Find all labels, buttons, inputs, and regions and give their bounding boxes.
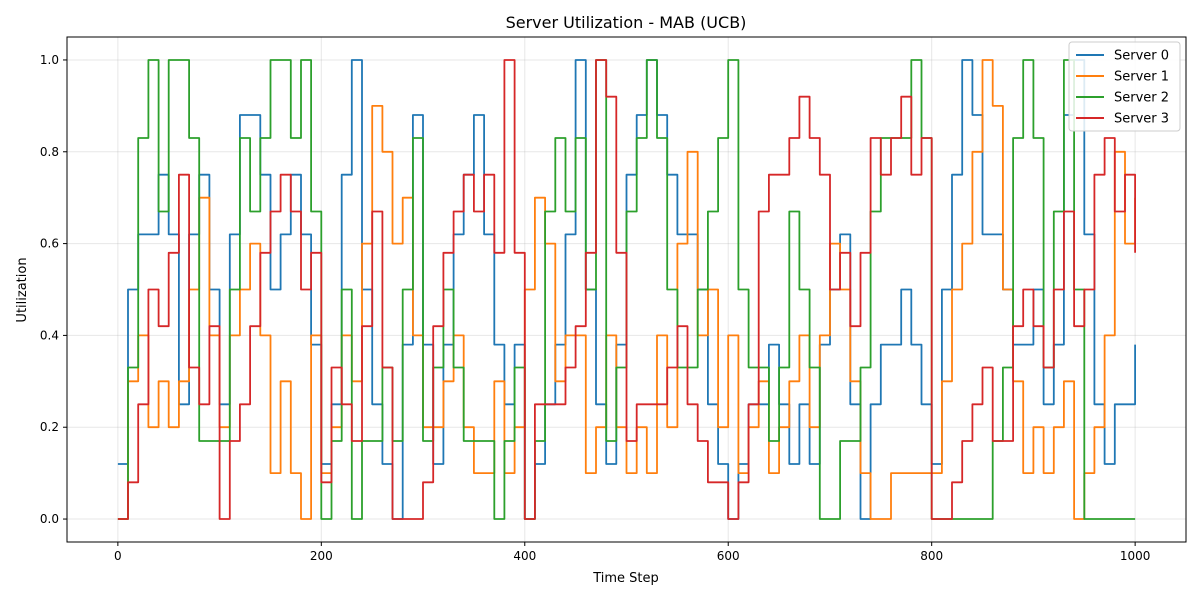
legend-label: Server 0 [1114, 49, 1169, 64]
y-tick-label: 0.0 [40, 512, 59, 526]
x-tick-label: 1000 [1120, 549, 1151, 563]
legend-label: Server 3 [1114, 112, 1169, 127]
y-tick-label: 0.4 [40, 328, 59, 342]
chart-title: Server Utilization - MAB (UCB) [506, 13, 747, 32]
x-axis-label: Time Step [592, 571, 659, 586]
x-tick-label: 0 [114, 549, 122, 563]
x-tick-label: 400 [513, 549, 536, 563]
plot-frame [66, 36, 1187, 543]
axis-ticks: 0 200 400 600 800 1000 0.0 0.2 0.4 0.6 0.8 1.0 [40, 53, 1151, 563]
legend-label: Server 1 [1114, 70, 1169, 85]
plot-series [117, 59, 1136, 520]
legend-box [1068, 41, 1181, 132]
y-tick-label: 0.2 [40, 420, 59, 434]
series-line-server-3 [117, 59, 1136, 520]
x-tick-label: 200 [310, 549, 333, 563]
y-tick-label: 0.8 [40, 145, 59, 159]
y-tick-label: 1.0 [40, 53, 59, 67]
y-tick-label: 0.6 [40, 237, 59, 251]
legend: Server 0 Server 1 Server 2 Server 3 [1068, 41, 1181, 132]
legend-items: Server 0 Server 1 Server 2 Server 3 [1076, 49, 1169, 127]
x-tick-label: 800 [920, 549, 943, 563]
legend-label: Server 2 [1114, 91, 1169, 106]
x-tick-label: 600 [717, 549, 740, 563]
y-axis-label: Utilization [15, 257, 30, 322]
